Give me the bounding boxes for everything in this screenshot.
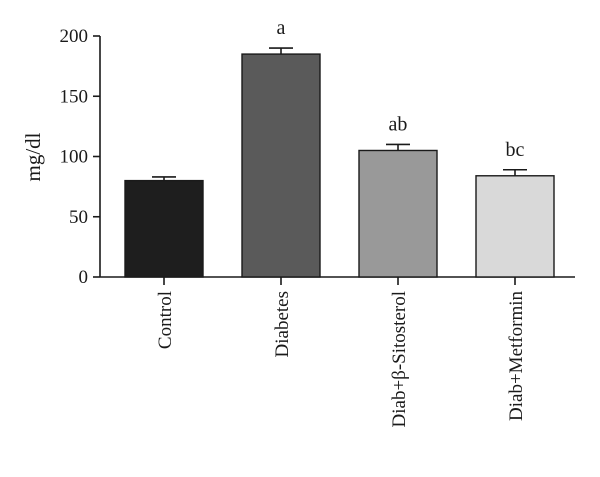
error-bars: [152, 47, 527, 181]
x-tick-label: Control: [155, 291, 176, 349]
significance-label: bc: [506, 139, 525, 161]
category-labels: Control Diabetes Diab+β-Sitosterol Diab+Met…: [155, 291, 527, 428]
bar-control: [124, 179, 204, 278]
x-tick-label: Diabetes: [272, 291, 293, 357]
x-tick-label: Diab+Metformin: [506, 291, 527, 421]
bars: [124, 53, 555, 278]
y-tick-label: 150: [60, 86, 89, 107]
y-tick-label: 0: [79, 267, 89, 288]
y-axis: 0 50 100 150 200: [60, 26, 101, 288]
significance-label: a: [277, 17, 286, 39]
bar-diabetes: [241, 53, 321, 278]
y-axis-label: mg/dl: [21, 132, 45, 181]
x-axis: [100, 276, 575, 285]
y-tick-label: 50: [69, 207, 88, 228]
bar-diab-metformin: [475, 175, 555, 278]
x-tick-label: Diab+β-Sitosterol: [389, 291, 410, 427]
y-tick-label: 200: [60, 26, 89, 47]
bar-diab-sitosterol: [358, 149, 438, 278]
y-tick-label: 100: [60, 147, 89, 168]
significance-label: ab: [389, 113, 408, 135]
significance-labels: a ab bc: [277, 17, 525, 161]
